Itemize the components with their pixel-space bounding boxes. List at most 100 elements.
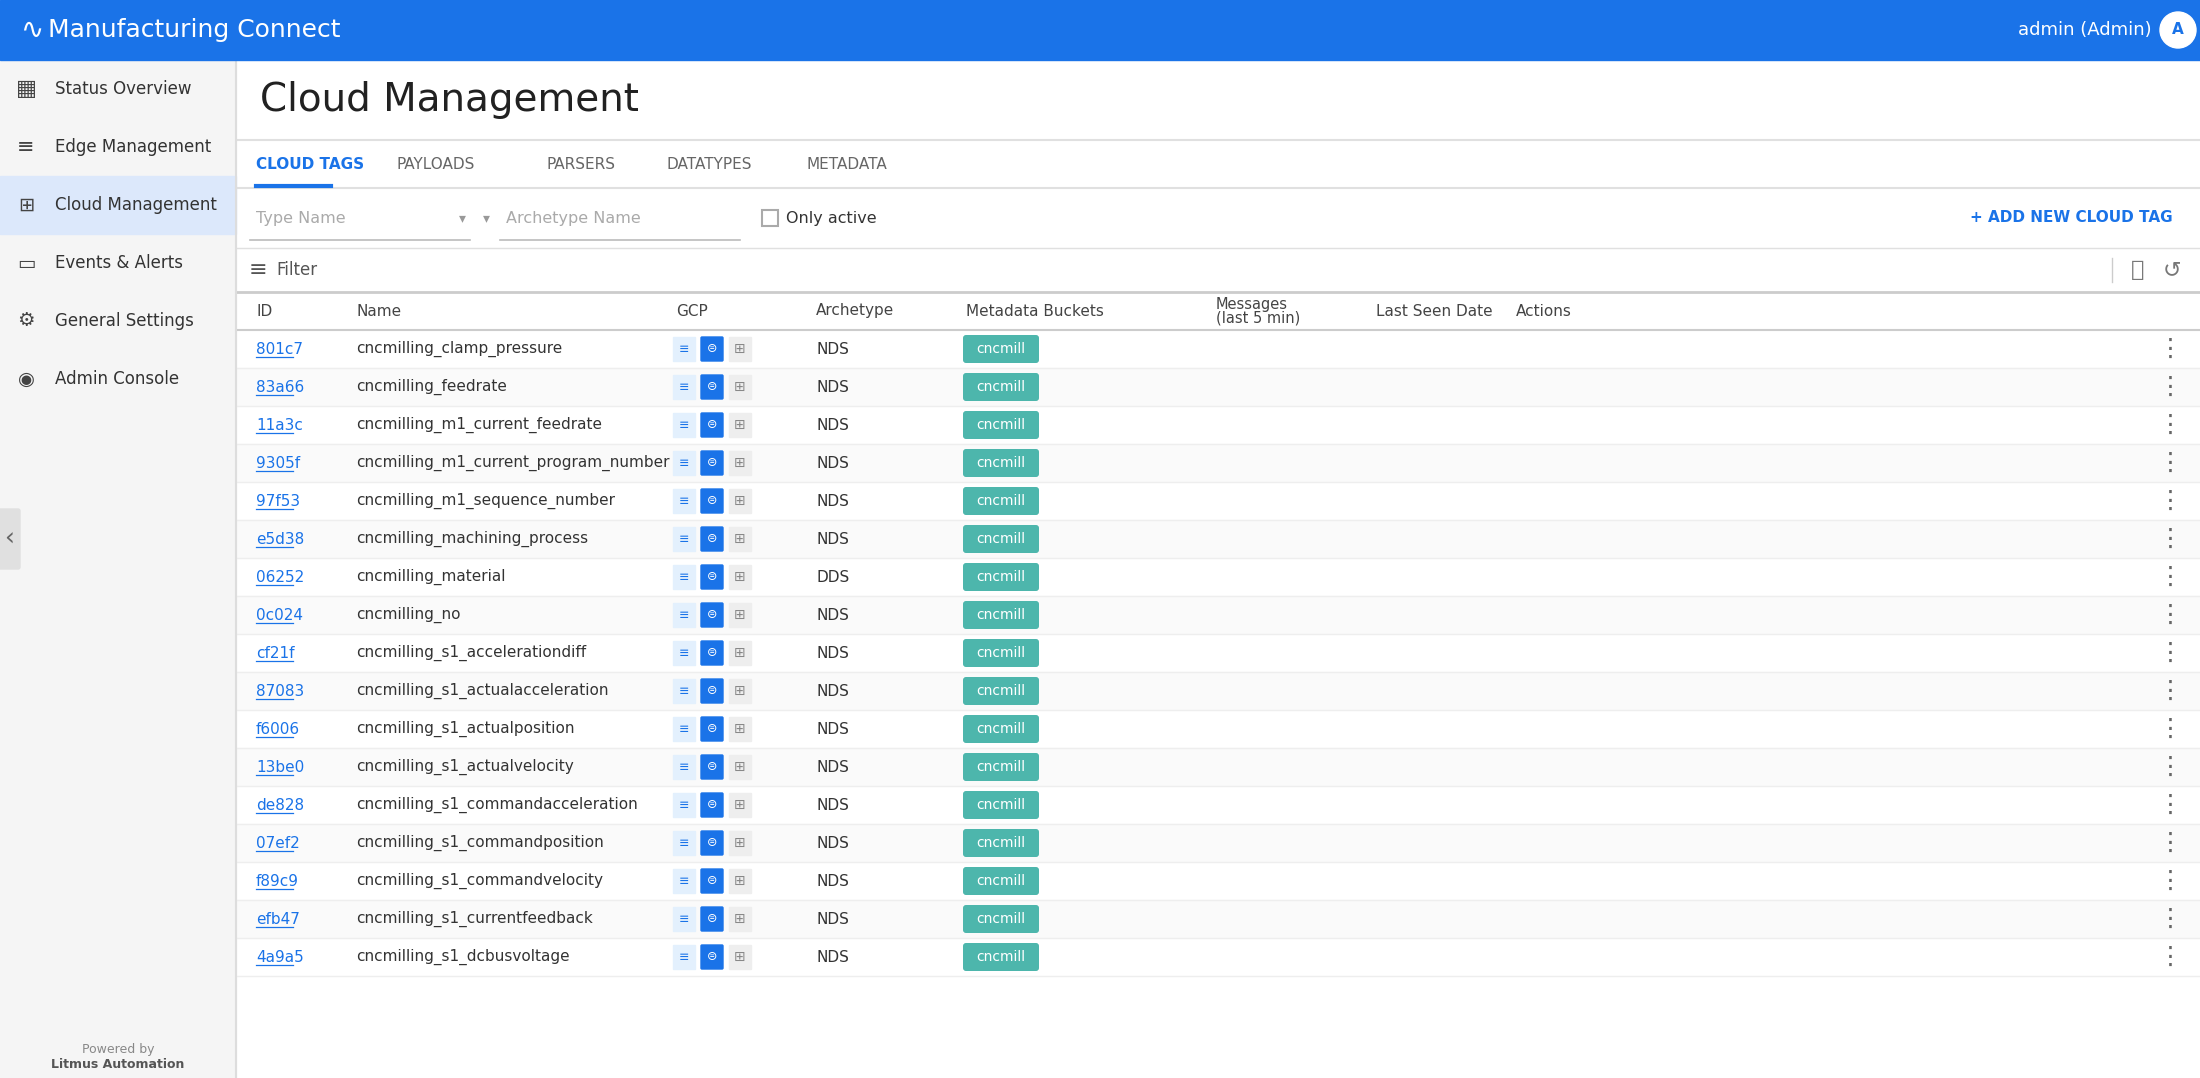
Text: NDS: NDS [816,721,849,736]
FancyBboxPatch shape [673,717,695,741]
Text: ⊞: ⊞ [735,494,746,508]
Text: ⋮: ⋮ [2158,717,2182,741]
Text: cncmill: cncmill [977,342,1025,356]
Text: cncmilling_s1_currentfeedback: cncmilling_s1_currentfeedback [356,911,592,927]
FancyBboxPatch shape [702,565,724,589]
Text: ⊞: ⊞ [735,570,746,584]
Text: cncmill: cncmill [977,685,1025,697]
FancyBboxPatch shape [728,565,750,589]
Bar [235,938,2200,976]
Text: ≡: ≡ [680,533,689,545]
Text: METADATA: METADATA [805,157,887,172]
Text: ⊞: ⊞ [735,456,746,470]
Text: ⋮: ⋮ [2158,337,2182,361]
FancyBboxPatch shape [964,867,1038,895]
Text: Name: Name [356,304,400,318]
Text: NDS: NDS [816,835,849,851]
FancyBboxPatch shape [964,335,1038,363]
Text: ⊜: ⊜ [706,343,717,356]
Text: ⋮: ⋮ [2158,907,2182,931]
Bar [235,520,2200,558]
FancyBboxPatch shape [702,831,724,855]
Text: ID: ID [255,304,273,318]
Text: ⌕: ⌕ [2132,260,2145,280]
FancyBboxPatch shape [673,755,695,779]
Text: ⋮: ⋮ [2158,945,2182,969]
Text: ≡: ≡ [680,760,689,774]
FancyBboxPatch shape [702,793,724,817]
Text: cncmill: cncmill [977,456,1025,470]
FancyBboxPatch shape [964,373,1038,401]
Text: cncmilling_machining_process: cncmilling_machining_process [356,530,587,548]
Text: ≡: ≡ [680,456,689,470]
Bar [0,60,235,1078]
FancyBboxPatch shape [964,602,1038,628]
FancyBboxPatch shape [702,527,724,551]
Text: ≡: ≡ [680,381,689,393]
FancyBboxPatch shape [673,679,695,703]
FancyBboxPatch shape [673,527,695,551]
Text: ⋮: ⋮ [2158,755,2182,779]
Text: ≡: ≡ [680,495,689,508]
FancyBboxPatch shape [702,907,724,931]
Text: 4a9a5: 4a9a5 [255,950,304,965]
FancyBboxPatch shape [964,906,1038,932]
FancyBboxPatch shape [673,489,695,513]
FancyBboxPatch shape [964,829,1038,857]
Text: ⚙: ⚙ [18,312,35,331]
Text: 83a66: 83a66 [255,379,304,395]
FancyBboxPatch shape [702,755,724,779]
Text: ⋮: ⋮ [2158,375,2182,399]
Text: 0c024: 0c024 [255,608,304,622]
FancyBboxPatch shape [673,451,695,475]
Text: Status Overview: Status Overview [55,80,191,98]
Text: cncmilling_s1_actualacceleration: cncmilling_s1_actualacceleration [356,682,609,700]
Text: ⋮: ⋮ [2158,679,2182,703]
Text: cncmill: cncmill [977,874,1025,888]
FancyBboxPatch shape [964,943,1038,971]
Text: cncmilling_s1_commandvelocity: cncmilling_s1_commandvelocity [356,873,603,889]
Text: ⋮: ⋮ [2158,831,2182,855]
Text: 97f53: 97f53 [255,494,299,509]
Text: ⊜: ⊜ [706,722,717,735]
Text: ≡: ≡ [680,799,689,812]
Text: cncmill: cncmill [977,381,1025,393]
Text: ⊜: ⊜ [706,418,717,431]
Text: NDS: NDS [816,683,849,699]
Text: ‹: ‹ [4,527,13,551]
Text: ↺: ↺ [2163,260,2182,280]
Text: cncmilling_s1_actualvelocity: cncmilling_s1_actualvelocity [356,759,574,775]
Text: ⊜: ⊜ [706,912,717,926]
Bar [0,0,2200,60]
Text: ⋮: ⋮ [2158,489,2182,513]
Text: Only active: Only active [785,210,876,225]
Text: ≡: ≡ [249,260,268,280]
FancyBboxPatch shape [673,603,695,627]
FancyBboxPatch shape [728,907,750,931]
Text: cncmill: cncmill [977,570,1025,584]
Text: PARSERS: PARSERS [546,157,616,172]
FancyBboxPatch shape [728,451,750,475]
Text: cncmilling_clamp_pressure: cncmilling_clamp_pressure [356,341,563,357]
Bar [235,824,2200,862]
FancyBboxPatch shape [702,451,724,475]
Text: ⊜: ⊜ [706,760,717,774]
Text: Archetype: Archetype [816,304,893,318]
FancyBboxPatch shape [702,717,724,741]
Bar [235,406,2200,444]
Text: Events & Alerts: Events & Alerts [55,254,183,272]
Text: NDS: NDS [816,531,849,547]
Text: Cloud Management: Cloud Management [55,196,218,215]
Bar [235,368,2200,406]
FancyBboxPatch shape [964,525,1038,553]
Text: Manufacturing Connect: Manufacturing Connect [48,18,341,42]
Text: NDS: NDS [816,494,849,509]
Text: ≡: ≡ [680,343,689,356]
FancyBboxPatch shape [702,869,724,893]
FancyBboxPatch shape [702,375,724,399]
FancyBboxPatch shape [673,565,695,589]
Text: NDS: NDS [816,912,849,926]
FancyBboxPatch shape [964,639,1038,667]
FancyBboxPatch shape [728,337,750,361]
Text: NDS: NDS [816,379,849,395]
